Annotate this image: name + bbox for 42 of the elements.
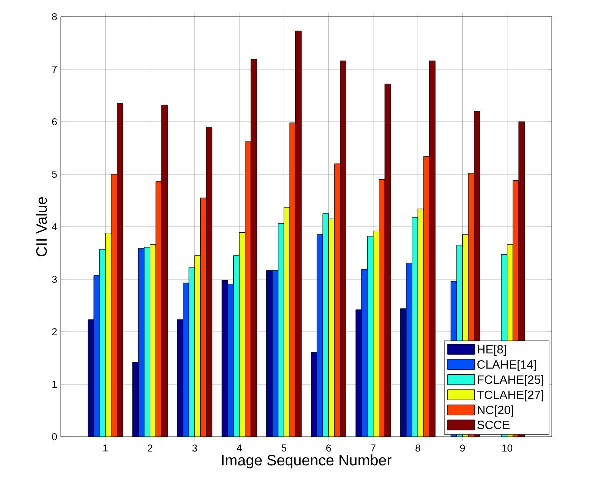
x-tick-label: 8	[416, 444, 420, 452]
x-tick-label: 3	[192, 444, 198, 452]
legend-label: CLAHE[14]	[478, 360, 536, 372]
x-tick-label: 9	[460, 444, 466, 452]
y-tick-label: 4	[52, 224, 58, 230]
bar	[362, 269, 368, 437]
legend-label: FCLAHE[25]	[478, 375, 544, 387]
x-tick-label: 7	[371, 444, 376, 452]
bar	[296, 31, 302, 437]
bar	[162, 104, 168, 437]
y-tick-label: 7	[52, 66, 57, 73]
bar	[132, 362, 139, 437]
x-tick-label: 6	[326, 444, 332, 452]
legend-label: HE[8]	[478, 344, 506, 356]
y-tick-label: 6	[52, 118, 58, 126]
y-tick-label: 1	[52, 381, 57, 388]
bar	[424, 156, 430, 437]
x-axis-title: Image Sequence Number	[222, 454, 392, 469]
bar	[328, 218, 335, 437]
y-axis-title: CII Value	[36, 197, 48, 257]
bar	[311, 352, 318, 437]
y-tick-label: 5	[52, 171, 58, 178]
legend-label: NC[20]	[478, 406, 514, 417]
x-tick-label: 5	[282, 444, 287, 452]
x-tick-label: 2	[148, 444, 153, 452]
y-tick-label: 0	[52, 433, 58, 441]
y-tick-label: 8	[52, 13, 58, 21]
legend-label: SCCE	[478, 420, 510, 430]
bar	[245, 142, 252, 437]
bar	[194, 256, 201, 437]
bar	[183, 282, 190, 437]
bar	[266, 270, 273, 437]
x-tick-label: 1	[104, 444, 108, 452]
x-tick-label: 4	[237, 444, 242, 452]
bar	[100, 249, 106, 437]
y-tick-label: 3	[52, 276, 58, 284]
bar	[150, 244, 156, 437]
y-tick-label: 2	[52, 328, 57, 336]
bar	[412, 217, 418, 437]
legend-label: TCLAHE[27]	[477, 390, 544, 402]
x-tick-label: 10	[502, 444, 513, 452]
bar	[278, 224, 284, 437]
